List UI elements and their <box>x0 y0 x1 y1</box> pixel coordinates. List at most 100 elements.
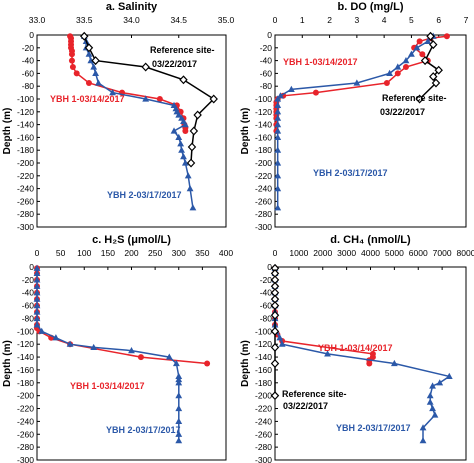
y-tick-label: -280 <box>255 442 272 452</box>
x-tick-label: 200 <box>124 248 138 258</box>
y-tick-label: -20 <box>260 275 273 285</box>
data-point <box>85 50 93 57</box>
series-annotation: 03/22/2017 <box>380 107 425 117</box>
data-point <box>186 185 194 192</box>
data-point <box>181 159 189 166</box>
x-tick-label: 150 <box>101 248 115 258</box>
y-tick-label: -180 <box>255 145 272 155</box>
y-axis-label: Depth (m) <box>240 108 251 155</box>
data-point <box>420 56 430 66</box>
panel-title: a. Salinity <box>106 1 158 13</box>
y-tick-label: -240 <box>17 184 34 194</box>
y-tick-label: -160 <box>17 132 34 142</box>
series-annotation: YBH 1-03/14/2017 <box>70 381 145 391</box>
y-tick-label: 0 <box>267 30 272 40</box>
y-tick-label: -100 <box>255 94 272 104</box>
panel-title: b. DO (mg/L) <box>338 1 404 13</box>
y-tick-label: -40 <box>22 288 35 298</box>
data-point <box>85 80 92 86</box>
x-tick-label: 35.0 <box>218 15 235 25</box>
x-tick-label: 34.5 <box>170 15 187 25</box>
data-point <box>324 350 331 357</box>
data-point <box>394 63 402 70</box>
y-tick-label: -200 <box>255 391 272 401</box>
data-point <box>181 121 189 128</box>
data-point <box>68 57 75 64</box>
data-point <box>312 89 319 96</box>
data-point <box>274 185 282 192</box>
data-point <box>33 295 41 302</box>
series-ref <box>80 31 218 168</box>
data-point <box>33 264 41 271</box>
y-tick-label: 0 <box>29 30 34 40</box>
y-tick-label: -100 <box>17 326 34 336</box>
y-tick-label: -260 <box>255 196 272 206</box>
data-point <box>274 204 282 211</box>
series-annotation: Reference site- <box>382 93 447 103</box>
data-point <box>33 321 41 328</box>
panel-1: a. Salinity 33.0 33.5 34.0 34.5 35.0 0 -20 -40 -6… <box>2 1 235 232</box>
data-point <box>402 57 410 64</box>
y-tick-label: -280 <box>17 209 34 219</box>
data-point <box>33 276 41 283</box>
x-tick-label: 0 <box>273 248 278 258</box>
data-point <box>175 404 183 412</box>
y-tick-label: -100 <box>17 94 34 104</box>
y-tick-label: -60 <box>260 68 273 78</box>
data-point <box>274 121 282 128</box>
data-point <box>408 50 415 57</box>
y-tick-label: -80 <box>260 81 273 91</box>
data-point <box>270 342 280 352</box>
data-point <box>80 31 89 41</box>
data-point <box>91 56 100 66</box>
y-tick-label: -240 <box>255 184 272 194</box>
y-tick-label: -300 <box>17 222 34 232</box>
data-point <box>165 353 173 360</box>
series-annotation: YBH 1-03/14/2017 <box>283 57 358 67</box>
series-annotation: YBH 2-03/17/2017 <box>107 190 182 200</box>
series-annotation: 03/22/2017 <box>152 59 197 69</box>
y-tick-label: -220 <box>17 404 34 414</box>
series-annotation: YBH 1-03/14/2017 <box>318 343 393 353</box>
y-tick-label: -120 <box>255 107 272 117</box>
series-ybh2 <box>274 32 437 211</box>
data-point <box>38 327 46 334</box>
data-point <box>204 360 211 367</box>
data-point <box>274 159 282 166</box>
series-line <box>36 268 180 441</box>
y-tick-label: 0 <box>29 262 34 272</box>
y-tick-label: -60 <box>260 301 273 311</box>
x-tick-label: 0 <box>273 15 278 25</box>
y-tick-label: -260 <box>17 429 34 439</box>
data-point <box>68 51 75 58</box>
y-tick-label: -180 <box>17 145 34 155</box>
x-tick-label: 4000 <box>361 248 380 258</box>
x-tick-label: 4 <box>382 15 387 25</box>
data-point <box>73 70 80 77</box>
data-point <box>419 424 427 431</box>
y-tick-label: -120 <box>17 339 34 349</box>
data-point <box>413 44 421 51</box>
data-point <box>109 89 116 96</box>
data-point <box>180 153 187 160</box>
data-point <box>415 94 424 104</box>
data-point <box>426 31 435 41</box>
panel-2: b. DO (mg/L) 0 1 2 3 4 5 6 7 0 -20 -40 -60 -80 -100 -12… <box>240 1 469 232</box>
x-tick-label: 1 <box>300 15 305 25</box>
data-point <box>90 63 98 70</box>
y-tick-label: -80 <box>22 81 35 91</box>
x-tick-label: 33.5 <box>76 15 93 25</box>
y-tick-label: -260 <box>255 429 272 439</box>
data-point <box>95 79 102 86</box>
data-point <box>156 96 163 102</box>
x-tick-label: 8000 <box>457 248 474 258</box>
x-tick-label: 34.0 <box>123 15 140 25</box>
y-tick-label: -20 <box>260 43 273 53</box>
y-tick-label: -60 <box>22 68 35 78</box>
data-point <box>170 127 178 134</box>
data-point <box>429 382 436 389</box>
series-ybh2 <box>33 264 183 444</box>
data-point <box>33 314 41 322</box>
y-tick-label: -140 <box>255 120 272 130</box>
